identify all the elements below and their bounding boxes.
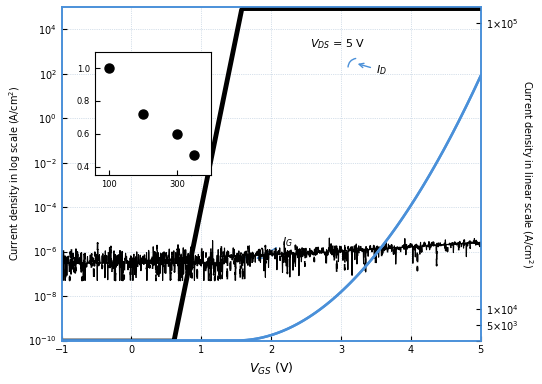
Text: $I_D$: $I_D$ <box>163 159 186 173</box>
Y-axis label: Current density in log scale (A/cm$^2$): Current density in log scale (A/cm$^2$) <box>7 86 23 262</box>
Text: $I_G$: $I_G$ <box>257 235 293 258</box>
Y-axis label: Current density in linear scale (A/cm$^2$): Current density in linear scale (A/cm$^2… <box>519 79 535 268</box>
X-axis label: $V_{GS}$ (V): $V_{GS}$ (V) <box>249 361 293 377</box>
Text: $I_D$: $I_D$ <box>359 63 387 78</box>
Text: $V_{DS}$ = 5 V: $V_{DS}$ = 5 V <box>309 38 365 51</box>
